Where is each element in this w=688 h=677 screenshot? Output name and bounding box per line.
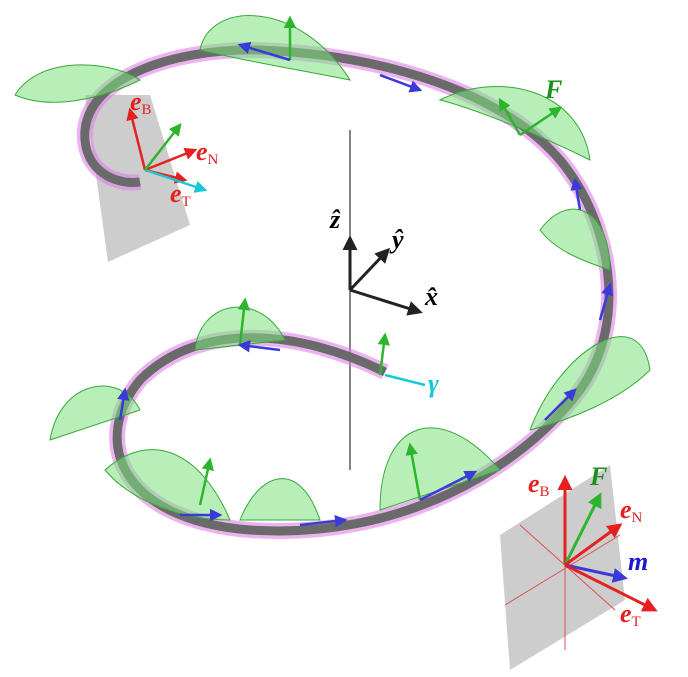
label-m-right: m bbox=[628, 547, 648, 576]
axis-y: ŷ bbox=[389, 225, 404, 254]
illustration: eB eN eT ẑ ŷ x̂ γ F eB F eN m eT bbox=[0, 0, 688, 677]
label-eT-right: eT bbox=[620, 599, 641, 630]
axis-z: ẑ bbox=[329, 205, 341, 234]
label-eN-right: eN bbox=[620, 495, 643, 526]
coordinate-axes bbox=[350, 238, 420, 312]
label-F-right: F bbox=[589, 462, 607, 491]
axis-x: x̂ bbox=[424, 282, 438, 311]
label-eB-right: eB bbox=[528, 469, 550, 500]
label-eB-left: eB bbox=[130, 87, 152, 118]
curve-label: γ bbox=[428, 369, 439, 398]
label-eN-left: eN bbox=[196, 137, 219, 168]
gamma-pointer bbox=[385, 375, 425, 385]
normal-plane bbox=[500, 465, 625, 670]
force-label: F bbox=[544, 75, 562, 104]
